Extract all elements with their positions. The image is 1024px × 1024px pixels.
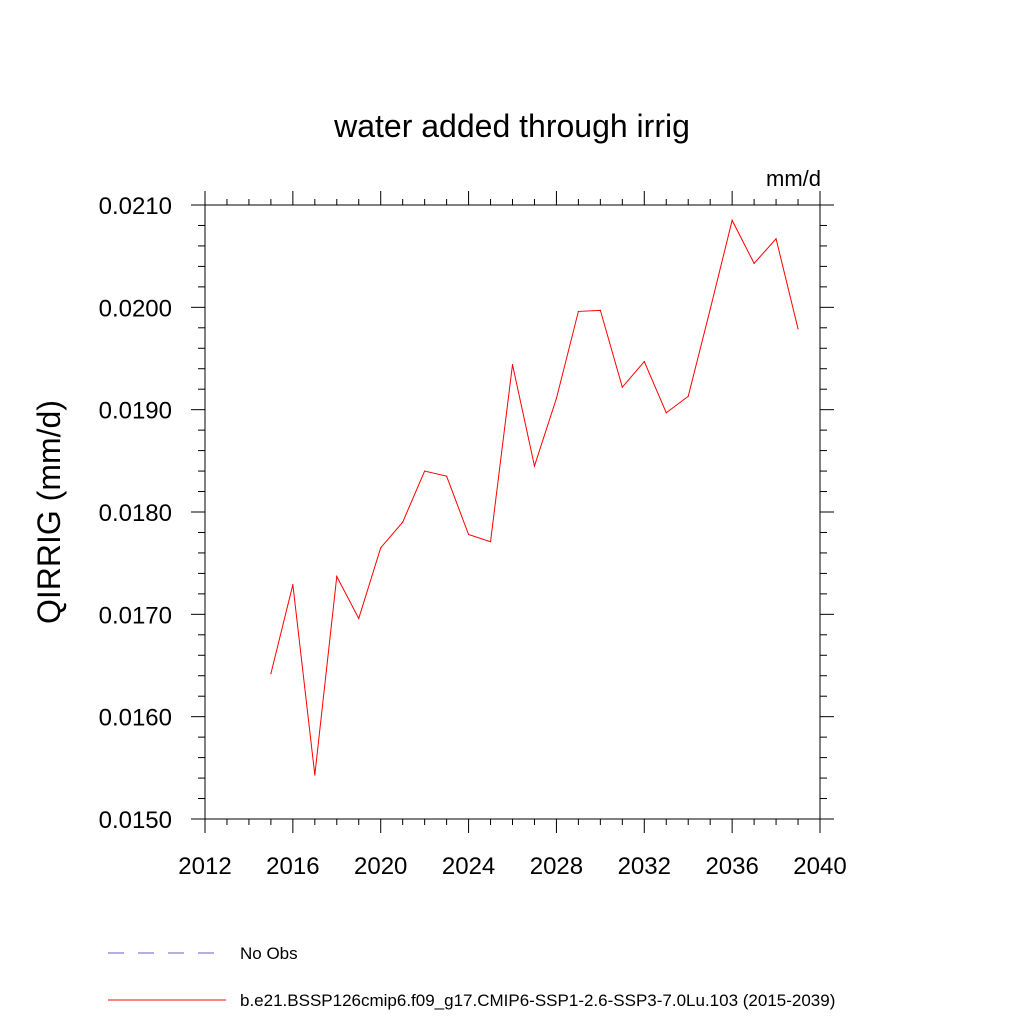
x-tick-label: 2028 xyxy=(530,853,583,880)
data-point xyxy=(467,533,470,536)
legend: No Obs b.e21.BSSP126cmip6.f09_g17.CMIP6-S… xyxy=(108,944,835,1010)
legend-label: No Obs xyxy=(240,944,298,963)
chart-title: water added through irrig xyxy=(333,108,690,144)
y-tick-label: 0.0180 xyxy=(99,500,172,527)
data-point xyxy=(533,465,536,467)
y-tick-label: 0.0190 xyxy=(99,398,172,425)
data-point xyxy=(358,617,360,620)
y-tick-label: 0.0150 xyxy=(99,807,172,834)
data-point xyxy=(577,310,579,313)
data-point xyxy=(489,541,492,543)
y-tick-label: 0.0200 xyxy=(99,295,172,322)
x-tick-label: 2036 xyxy=(705,853,758,880)
x-tick-label: 2032 xyxy=(618,853,671,880)
data-point xyxy=(687,395,689,397)
series-line xyxy=(270,218,799,776)
plot-frame xyxy=(204,204,821,820)
data-point xyxy=(621,386,623,388)
data-point xyxy=(314,774,316,776)
x-tick-label: 2024 xyxy=(442,853,495,880)
data-point xyxy=(797,328,799,330)
units-label: mm/d xyxy=(766,166,821,191)
data-point xyxy=(402,521,404,523)
y-tick-label: 0.0160 xyxy=(99,705,172,732)
data-point xyxy=(336,575,338,578)
x-tick-label: 2020 xyxy=(354,853,407,880)
data-point xyxy=(555,397,558,400)
data-point xyxy=(446,475,448,477)
data-point xyxy=(775,238,777,240)
x-tick-label: 2012 xyxy=(178,853,231,880)
data-point xyxy=(599,309,601,312)
legend-label: b.e21.BSSP126cmip6.f09_g17.CMIP6-SSP1-2.… xyxy=(240,991,835,1010)
data-point xyxy=(270,673,272,675)
data-point xyxy=(665,412,667,414)
data-point xyxy=(709,308,711,310)
data-point xyxy=(292,584,294,586)
series-layer xyxy=(270,218,799,776)
y-tick-label: 0.0170 xyxy=(99,602,172,629)
x-tick-label: 2016 xyxy=(266,853,319,880)
axes: 2012 2016 2020 2024 2028 2032 2036 2040 0.0150 0.… xyxy=(99,191,847,880)
x-tick-label: 2040 xyxy=(793,853,846,880)
data-point xyxy=(643,360,645,363)
y-tick-label: 0.0210 xyxy=(99,193,172,220)
data-point xyxy=(511,364,514,366)
data-point xyxy=(731,219,733,221)
data-point xyxy=(424,470,426,472)
y-axis-label: QIRRIG (mm/d) xyxy=(31,400,67,624)
data-point xyxy=(380,547,382,549)
data-point xyxy=(753,262,755,264)
